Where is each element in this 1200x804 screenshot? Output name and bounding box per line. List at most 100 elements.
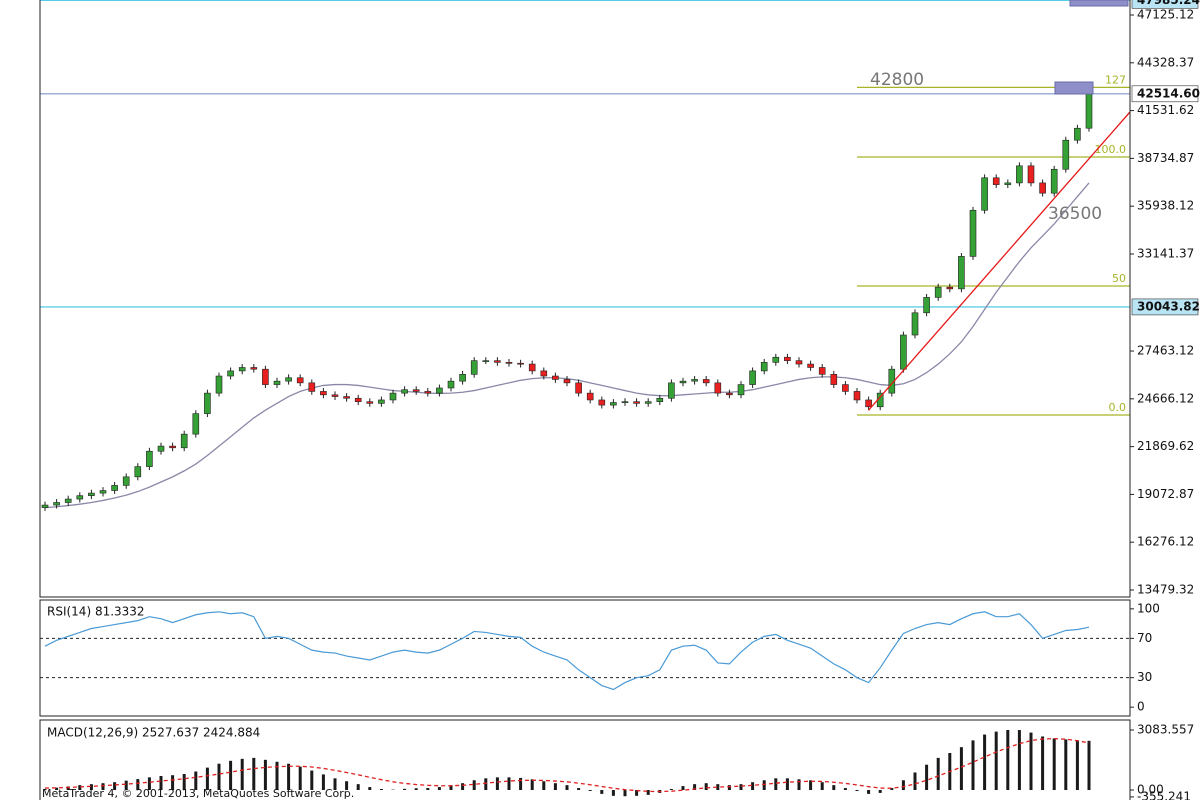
candle-body — [564, 379, 570, 382]
macd-bar — [856, 790, 859, 791]
candle-body — [773, 357, 779, 362]
fibonacci-label: 127 — [1105, 73, 1126, 86]
macd-bar — [879, 790, 882, 793]
macd-bar — [1041, 736, 1044, 790]
candle-body — [819, 367, 825, 374]
macd-bar — [821, 782, 824, 790]
candle-body — [274, 381, 280, 384]
candle-body — [146, 451, 152, 466]
candle-body — [1063, 140, 1069, 169]
candle-body — [703, 379, 709, 382]
annotation: 42800 — [870, 70, 924, 90]
macd-bar — [589, 790, 592, 791]
candle-body — [355, 398, 361, 401]
candle-body — [622, 402, 628, 403]
candle-body — [645, 402, 651, 404]
candle-body — [738, 385, 744, 395]
macd-bar — [357, 784, 360, 790]
y-tick-label: 19072.87 — [1137, 487, 1194, 501]
macd-bar — [426, 788, 429, 790]
footer: MetaTrader 4, © 2001-2013, MetaQuotes So… — [42, 787, 354, 800]
macd-bar — [937, 758, 940, 790]
y-tick-label: -355.241 — [1137, 789, 1191, 800]
y-tick-label: 30 — [1137, 670, 1152, 684]
candle-body — [112, 485, 118, 490]
macd-bar — [612, 790, 615, 796]
candle-body — [170, 446, 176, 448]
macd-bar — [867, 790, 870, 794]
candle-body — [42, 505, 48, 508]
candle-body — [1016, 166, 1022, 183]
y-tick-label: 27463.12 — [1137, 344, 1194, 358]
macd-bar — [740, 784, 743, 790]
candle-body — [483, 361, 489, 362]
candle-body — [552, 376, 558, 379]
macd-bar — [763, 780, 766, 790]
y-tick-label: 24666.12 — [1137, 391, 1194, 405]
macd-bar — [577, 788, 580, 790]
candle-body — [796, 361, 802, 364]
level-label: 47985.24 — [1137, 0, 1200, 7]
candle-body — [88, 493, 94, 496]
candle-body — [204, 393, 210, 414]
macd-bar — [728, 785, 731, 790]
candle-body — [1074, 128, 1080, 140]
candle-body — [332, 395, 338, 397]
macd-bar — [1088, 741, 1091, 790]
candle-body — [378, 400, 384, 403]
panel-title: RSI(14) 81.3332 — [47, 605, 145, 619]
macd-bar — [914, 772, 917, 790]
candle-body — [993, 178, 999, 185]
macd-bar — [1053, 738, 1056, 790]
candle-body — [750, 371, 756, 385]
candle-body — [425, 391, 431, 393]
macd-bar — [774, 778, 777, 790]
candle-body — [947, 287, 953, 289]
candle-body — [958, 256, 964, 288]
macd-bar — [925, 765, 928, 790]
candle-body — [657, 398, 663, 401]
y-tick-label: 0 — [1137, 700, 1145, 714]
y-tick-label: 33141.37 — [1137, 246, 1194, 260]
candle-body — [715, 383, 721, 393]
macd-bar — [1006, 730, 1009, 790]
candle-body — [471, 361, 477, 375]
candle-body — [831, 374, 837, 384]
candle-body — [100, 491, 106, 494]
candle-body — [912, 313, 918, 335]
candle-body — [842, 385, 848, 392]
candle-body — [286, 378, 292, 381]
candle-body — [587, 393, 593, 400]
candle-body — [262, 369, 268, 384]
candle-body — [808, 364, 814, 367]
macd-bar — [368, 787, 371, 790]
macd-bar — [624, 790, 627, 796]
object-marker — [1055, 82, 1093, 94]
candle-body — [692, 379, 698, 381]
candle-body — [576, 383, 582, 393]
y-tick-label: 41531.62 — [1137, 103, 1194, 117]
candle-body — [402, 390, 408, 393]
y-tick-label: 44328.37 — [1137, 55, 1194, 69]
macd-bar — [484, 778, 487, 790]
macd-bar — [786, 778, 789, 790]
annotation: 36500 — [1048, 204, 1102, 224]
candle-body — [320, 391, 326, 394]
candle-body — [460, 374, 466, 381]
candle-body — [924, 297, 930, 312]
fibonacci-label: 100.0 — [1095, 143, 1127, 156]
macd-bar — [600, 790, 603, 794]
y-tick-label: 21869.62 — [1137, 439, 1194, 453]
y-tick-label: 47125.12 — [1137, 8, 1194, 22]
candle-body — [251, 367, 257, 369]
candle-body — [494, 361, 500, 363]
candle-body — [193, 414, 199, 435]
candle-body — [761, 362, 767, 371]
candle-body — [77, 496, 83, 499]
candle-body — [436, 388, 442, 393]
candle-body — [634, 402, 640, 404]
candle-body — [297, 378, 303, 383]
macd-bar — [705, 783, 708, 790]
candle-body — [1040, 183, 1046, 193]
